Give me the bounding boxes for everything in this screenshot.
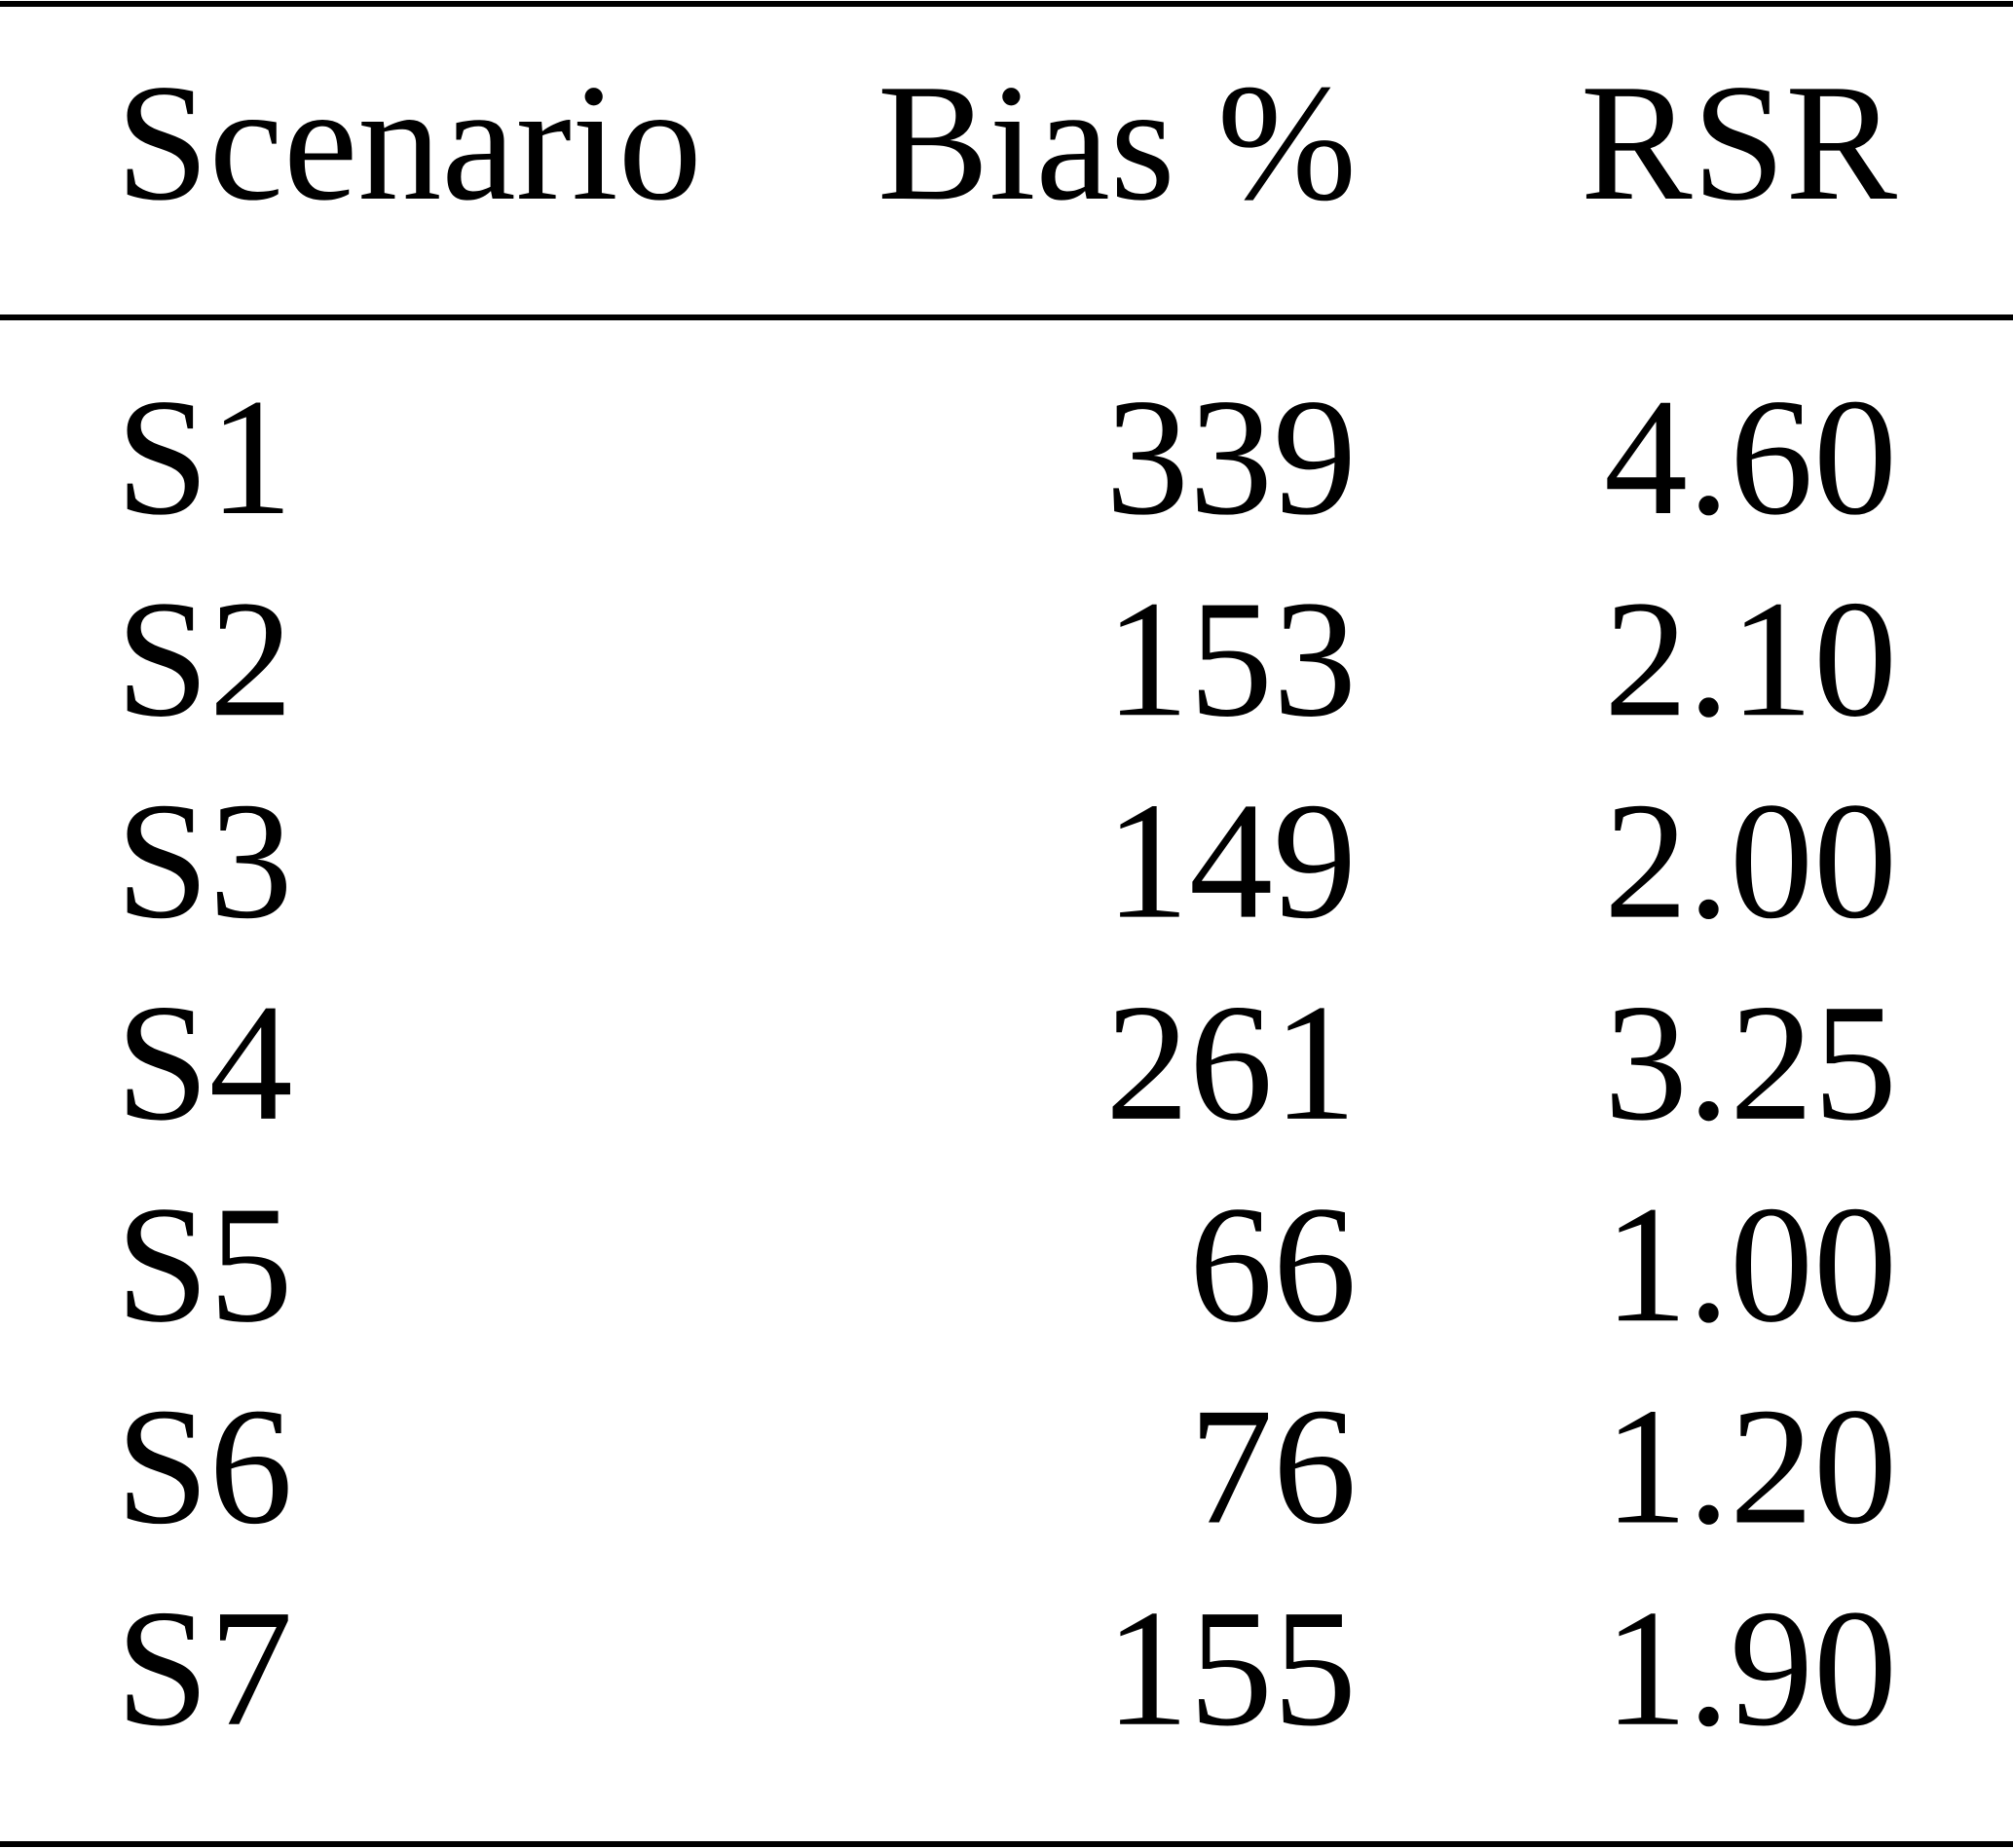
header-rule bbox=[0, 314, 2013, 320]
table-cell: S3 bbox=[116, 769, 293, 954]
table-cell: 149 bbox=[1105, 769, 1357, 954]
bottom-rule bbox=[0, 1841, 2013, 1847]
header-cell: Scenario bbox=[116, 51, 702, 236]
table-cell: S4 bbox=[116, 971, 293, 1156]
table-cell: 1.00 bbox=[1604, 1172, 1897, 1357]
table-cell: 339 bbox=[1105, 365, 1357, 550]
table-cell: S5 bbox=[116, 1172, 293, 1357]
header-cell: RSR bbox=[1581, 51, 1897, 236]
table-cell: 155 bbox=[1105, 1576, 1357, 1761]
table-cell: 1.20 bbox=[1604, 1375, 1897, 1560]
table-cell: S6 bbox=[116, 1375, 293, 1560]
table-cell: S1 bbox=[116, 365, 293, 550]
table-cell: 261 bbox=[1105, 971, 1357, 1156]
table-cell: 66 bbox=[1189, 1172, 1357, 1357]
top-rule bbox=[0, 1, 2013, 7]
table-cell: 2.00 bbox=[1604, 769, 1897, 954]
header-cell: Bias % bbox=[877, 51, 1357, 236]
table-cell: S7 bbox=[116, 1576, 293, 1761]
table-cell: 1.90 bbox=[1604, 1576, 1897, 1761]
table-cell: 153 bbox=[1105, 567, 1357, 752]
table-cell: S2 bbox=[116, 567, 293, 752]
table-cell: 2.10 bbox=[1604, 567, 1897, 752]
table-cell: 76 bbox=[1189, 1375, 1357, 1560]
table-cell: 3.25 bbox=[1604, 971, 1897, 1156]
table-cell: 4.60 bbox=[1604, 365, 1897, 550]
